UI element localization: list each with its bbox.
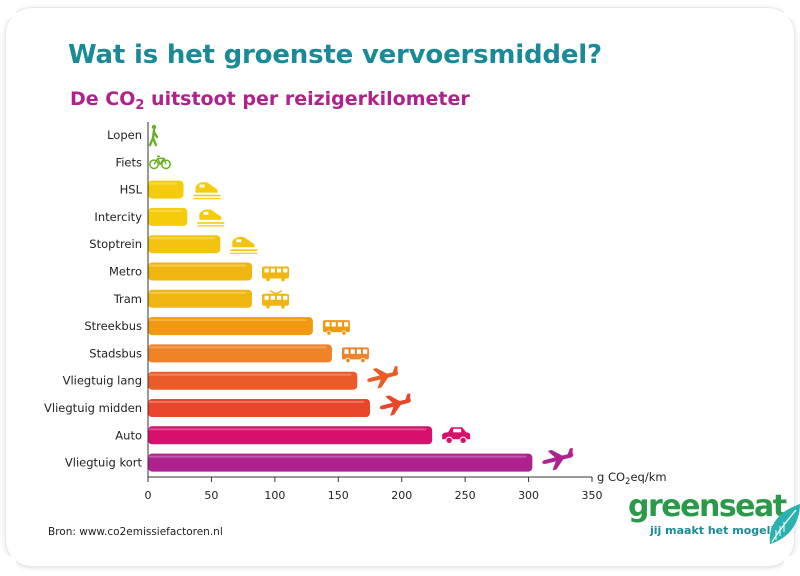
bar-highlight-9 — [148, 373, 352, 376]
bars-group — [148, 180, 533, 472]
bar-11 — [148, 426, 433, 445]
airplane-icon — [542, 447, 574, 471]
card-notch-bottom-right — [783, 555, 800, 576]
bar-2 — [148, 180, 184, 199]
x-tick-label: 100 — [264, 489, 285, 502]
category-label: Vliegtuig lang — [63, 374, 142, 388]
bar-highlight-8 — [148, 346, 326, 349]
category-label: Stadsbus — [89, 346, 142, 360]
category-label: Intercity — [94, 210, 142, 224]
x-tick-label: 50 — [204, 489, 218, 502]
page-subtitle: De CO2 uitstoot per reizigerkilometer — [70, 88, 470, 113]
card-notch-bottom-left — [0, 555, 17, 576]
card-notch-top-left — [0, 0, 17, 19]
category-label: Lopen — [107, 128, 142, 142]
category-label: Metro — [109, 265, 142, 279]
bar-highlight-5 — [148, 264, 247, 267]
bar-highlight-2 — [148, 182, 178, 185]
airplane-icon — [367, 365, 399, 389]
bar-7 — [148, 317, 313, 336]
bar-highlight-3 — [148, 209, 182, 212]
x-tick-label: 150 — [328, 489, 349, 502]
greenseat-logo: greenseat jij maakt het mogelijk — [628, 489, 800, 544]
subtitle-subscript: 2 — [135, 98, 145, 113]
car-icon — [442, 427, 471, 444]
bus-icon — [322, 320, 350, 336]
bus-icon — [341, 347, 369, 363]
category-label: Streekbus — [84, 319, 142, 333]
x-tick-label: 350 — [582, 489, 603, 502]
x-axis: 0 50 100 150 200 250 300 350 — [145, 122, 603, 502]
x-tick-label: 250 — [455, 489, 476, 502]
bar-highlight-7 — [148, 319, 307, 322]
bar-highlight-4 — [148, 237, 215, 240]
category-label: Auto — [115, 428, 142, 442]
bar-4 — [148, 235, 221, 254]
train-icon — [230, 236, 258, 254]
category-label: Tram — [113, 292, 142, 306]
bar-highlight-12 — [148, 455, 527, 458]
train-icon — [193, 182, 221, 200]
page-title: Wat is het groenste vervoersmiddel? — [68, 40, 602, 70]
bar-6 — [148, 289, 253, 308]
logo-word-seat: seat — [718, 489, 787, 524]
x-axis-unit-post: eq/km — [630, 470, 666, 484]
train-icon — [197, 209, 225, 227]
bar-12 — [148, 453, 533, 472]
leaf-icon — [769, 504, 800, 544]
category-labels-group: Lopen Fiets HSL Intercity Stoptrein Metro Tram… — [44, 128, 143, 470]
icons-group — [148, 124, 574, 471]
bar-3 — [148, 207, 188, 226]
category-label: Vliegtuig kort — [65, 456, 143, 470]
airplane-icon — [379, 393, 411, 416]
bar-highlight-11 — [148, 428, 427, 431]
subtitle-pre: De CO — [70, 88, 136, 110]
x-axis-unit-subscript: 2 — [625, 477, 630, 487]
source-credit: Bron: www.co2emissiefactoren.nl — [48, 526, 223, 538]
category-label: Fiets — [115, 155, 142, 169]
bar-highlight-10 — [148, 401, 364, 403]
bar-8 — [148, 344, 332, 363]
bar-10 — [148, 399, 370, 417]
card-notch-top-right — [783, 0, 800, 19]
x-axis-unit-pre: g CO — [597, 470, 625, 484]
x-axis-unit-label: g CO2eq/km — [597, 470, 667, 487]
bar-5 — [148, 262, 253, 281]
logo-tagline: jij maakt het mogelijk — [650, 524, 786, 537]
category-label: Vliegtuig midden — [44, 401, 142, 415]
x-tick-label: 300 — [518, 489, 539, 502]
x-tick-label: 200 — [391, 489, 412, 502]
bar-highlight-6 — [148, 291, 247, 294]
bicycle-icon — [149, 155, 171, 170]
subtitle-post: uitstoot per reizigerkilometer — [144, 88, 470, 110]
tram-icon — [262, 290, 290, 309]
metro-icon — [262, 266, 290, 282]
bar-9 — [148, 371, 358, 390]
category-label: Stoptrein — [89, 237, 142, 251]
walker-icon — [148, 124, 159, 147]
category-label: HSL — [120, 183, 143, 197]
logo-word-green: green — [628, 489, 720, 524]
x-tick-label: 0 — [145, 489, 152, 502]
logo-wordmark: greenseat — [628, 489, 787, 524]
